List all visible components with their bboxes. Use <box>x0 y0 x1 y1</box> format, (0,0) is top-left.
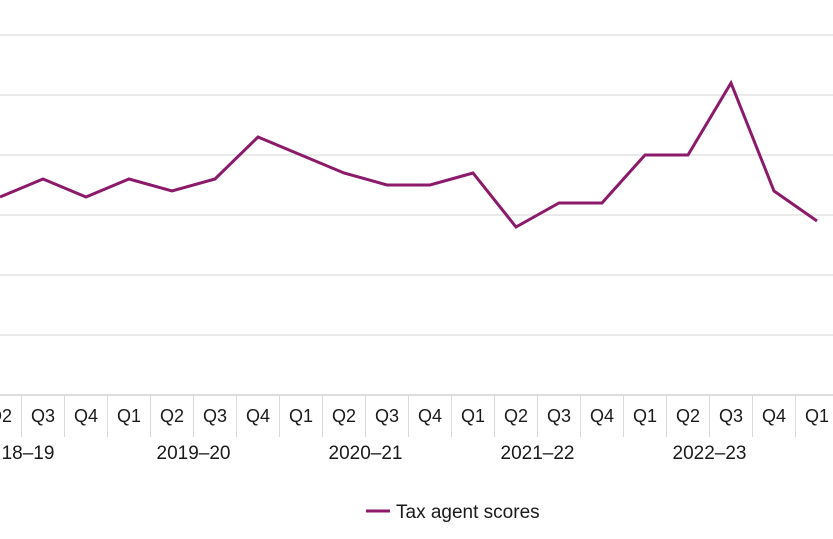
year-group-label: 2021–22 <box>501 443 575 464</box>
x-tick-label: Q4 <box>590 406 614 426</box>
x-tick-label: Q2 <box>504 406 528 426</box>
year-group-label: 2020–21 <box>329 443 403 464</box>
year-groups: 18–19 2019–20 2020–21 2021–22 2022–23 <box>2 443 747 464</box>
legend-label: Tax agent scores <box>396 502 540 523</box>
legend: Tax agent scores <box>366 502 540 523</box>
x-tick-label: Q3 <box>203 406 227 426</box>
x-tick-label: Q1 <box>805 406 829 426</box>
x-tick-label: Q1 <box>633 406 657 426</box>
series-line <box>0 79 818 229</box>
x-tick-label: Q1 <box>117 406 141 426</box>
x-tick-label: Q4 <box>246 406 270 426</box>
year-group-label: 2022–23 <box>673 443 747 464</box>
x-tick-label: Q4 <box>762 406 786 426</box>
x-tick-label: Q2 <box>332 406 356 426</box>
x-tick-label: Q3 <box>31 406 55 426</box>
x-tick-label: Q2 <box>676 406 700 426</box>
x-tick-label: Q2 <box>0 406 12 426</box>
x-axis: Q2 Q3 Q4 Q1 Q2 Q3 Q4 Q1 Q2 Q3 Q4 Q1 Q2 Q3 Q4 Q1 Q2 Q3 Q4 Q1 <box>0 395 829 437</box>
x-tick-label: Q3 <box>719 406 743 426</box>
x-tick-label: Q3 <box>547 406 571 426</box>
year-group-label: 2019–20 <box>157 443 231 464</box>
x-tick-label: Q1 <box>289 406 313 426</box>
gridlines <box>0 34 833 396</box>
series-layer <box>0 79 818 229</box>
x-tick-label: Q1 <box>461 406 485 426</box>
x-tick-label: Q4 <box>418 406 442 426</box>
x-tick-label: Q3 <box>375 406 399 426</box>
x-tick-label: Q4 <box>74 406 98 426</box>
year-group-label: 18–19 <box>2 443 55 464</box>
x-tick-label: Q2 <box>160 406 184 426</box>
